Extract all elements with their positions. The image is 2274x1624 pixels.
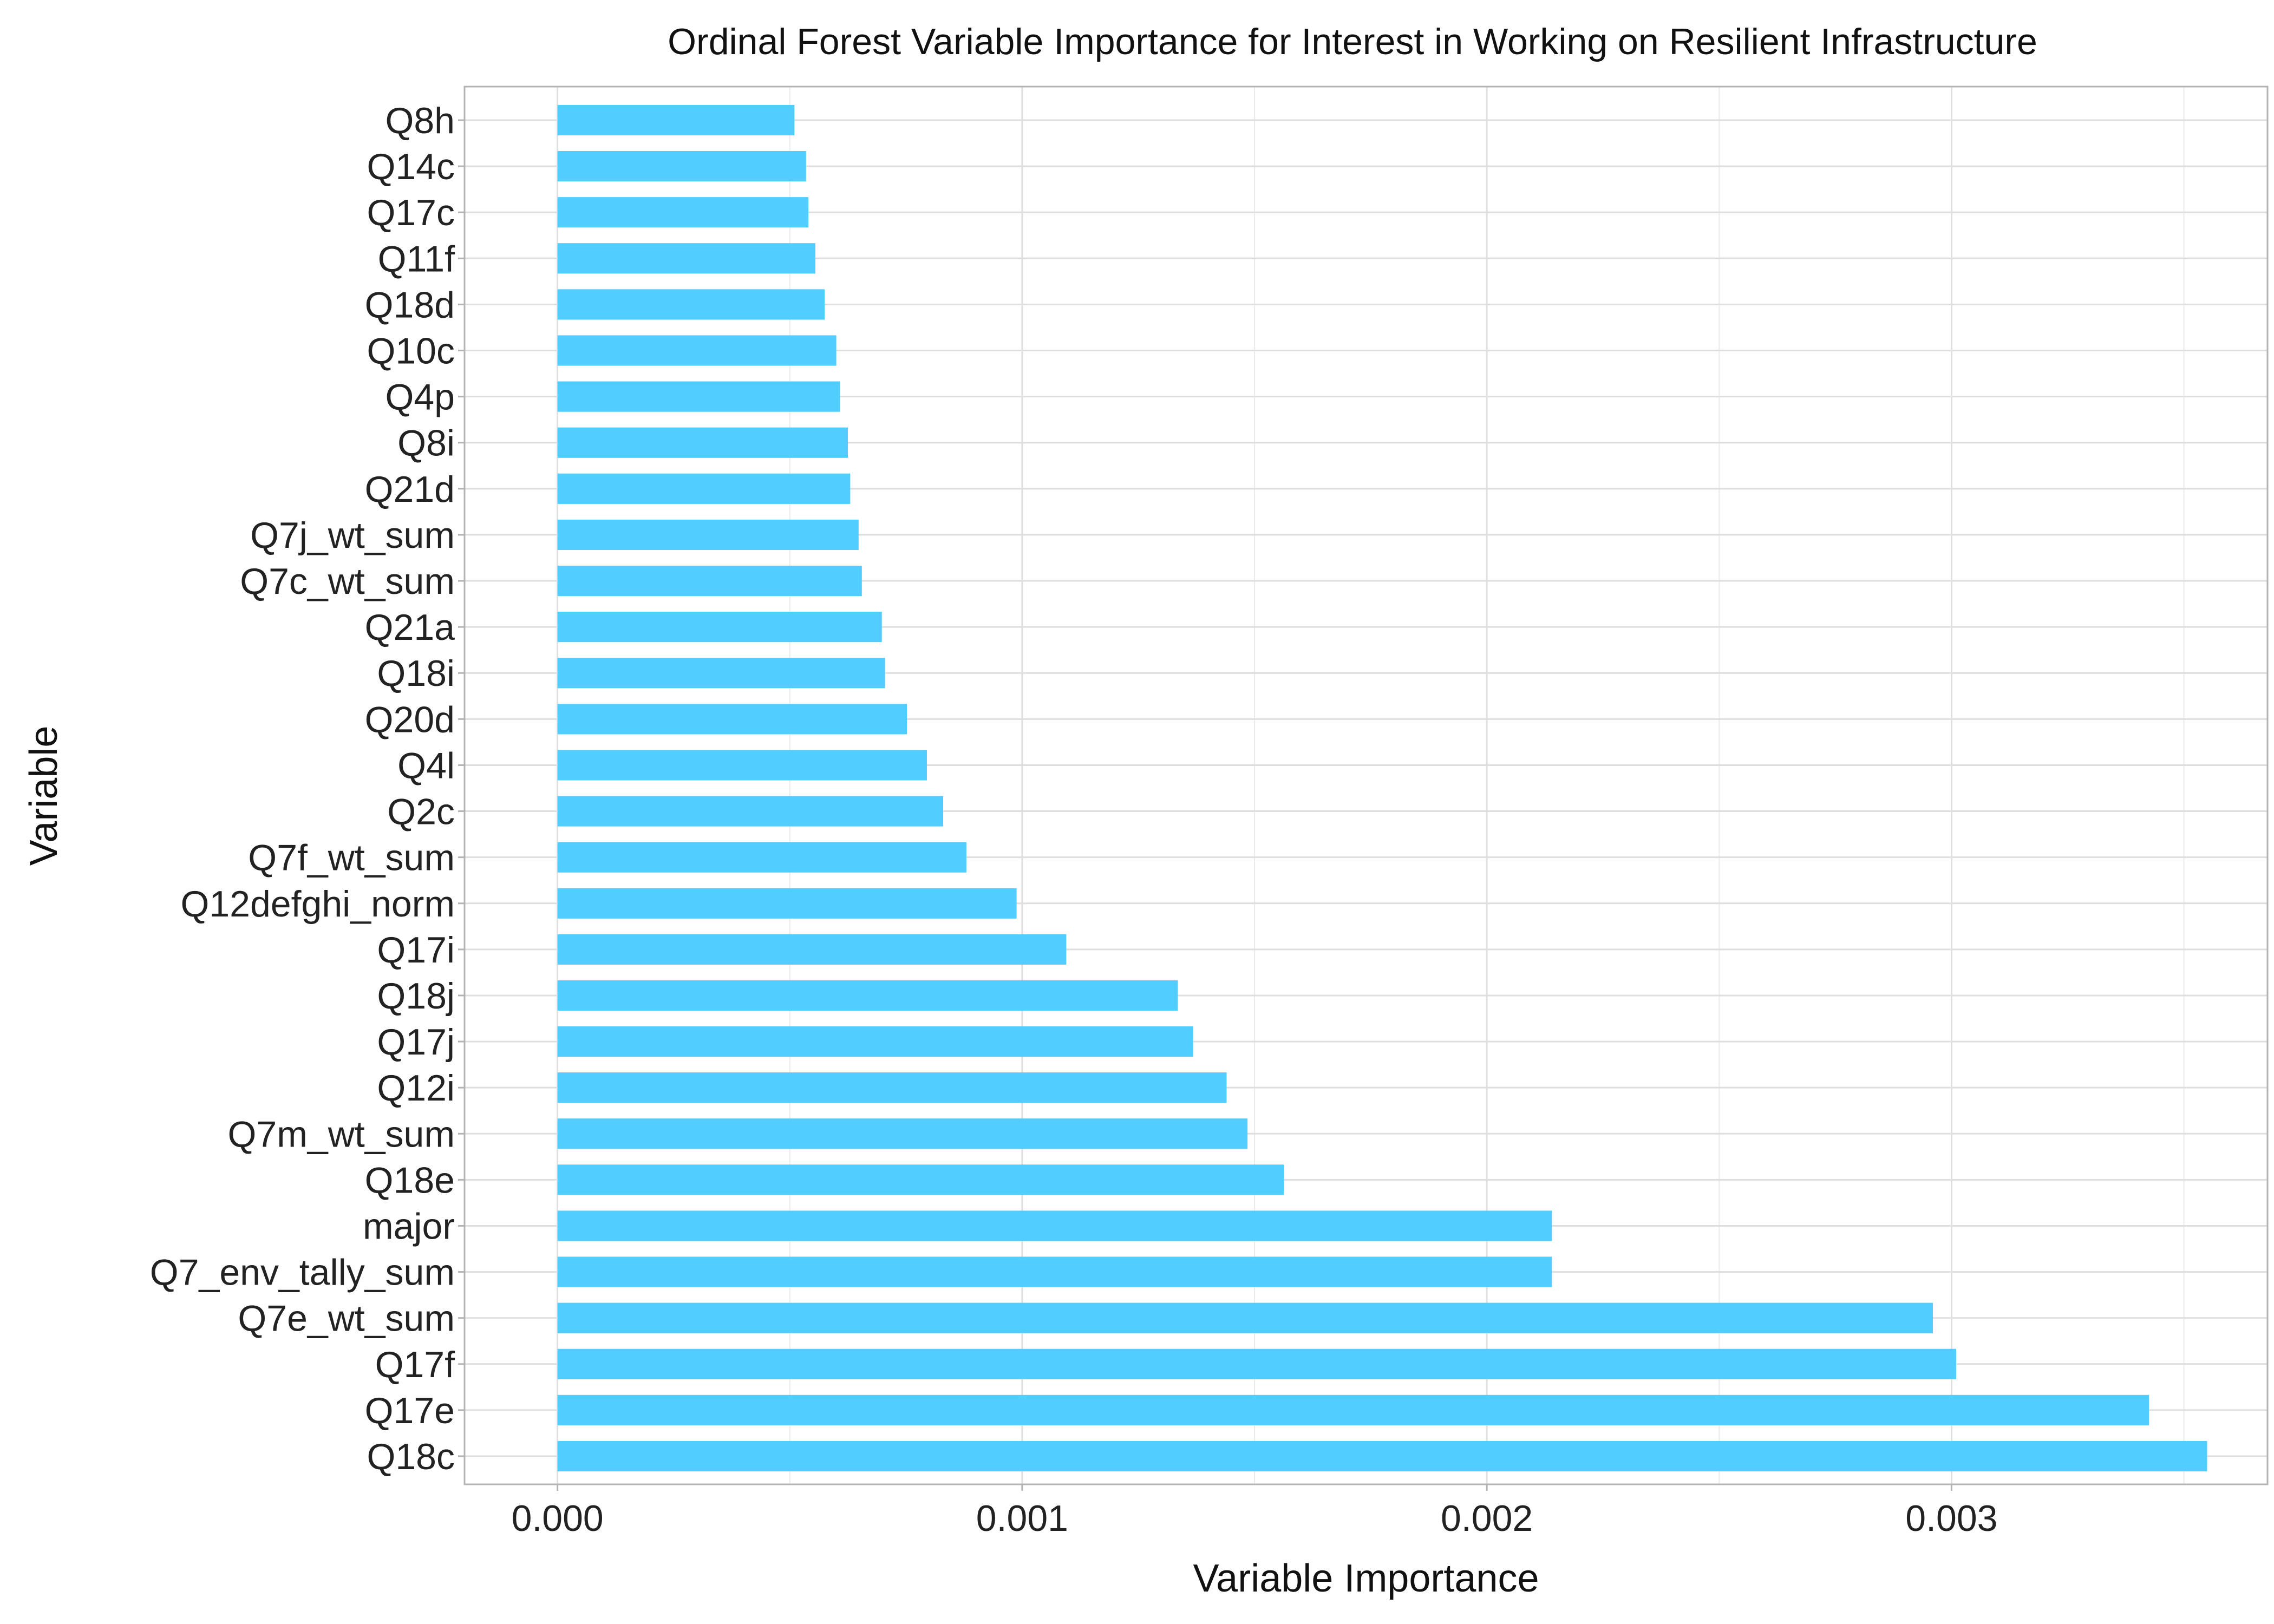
bar-Q8h (557, 104, 795, 136)
bar-Q18i (557, 658, 885, 689)
y-tick-label: major (363, 1206, 455, 1247)
bar-Q17f (557, 1348, 1956, 1379)
bar-Q10c (557, 335, 837, 366)
y-tick-label: Q7f_wt_sum (248, 837, 455, 879)
bar-Q7e_wt_sum (557, 1302, 1933, 1333)
y-tick-label: Q17j (377, 1021, 455, 1063)
y-tick-label: Q18j (377, 975, 455, 1017)
x-axis-ticks: 0.000 0.001 0.002 0.003 (512, 1484, 1997, 1539)
y-tick-label: Q4p (385, 377, 455, 418)
plot-area (463, 86, 2269, 1485)
y-tick-label: Q20d (365, 699, 455, 740)
y-tick-label: Q18d (365, 284, 455, 325)
bar-Q8i (557, 427, 848, 458)
y-tick-label: Q12defghi_norm (180, 883, 455, 925)
y-tick-label: Q12i (377, 1068, 455, 1109)
bar-Q7_env_tally_sum (557, 1256, 1552, 1287)
y-tick-label: Q18e (365, 1160, 455, 1201)
y-tick-label: Q18i (377, 653, 455, 694)
y-tick-label: Q7j_wt_sum (250, 515, 455, 556)
x-tick-label: 0.002 (1441, 1498, 1533, 1539)
bar-Q17c (557, 197, 809, 228)
y-axis-title: Variable (22, 726, 66, 866)
bar-Q18d (557, 289, 825, 320)
bar-Q4l (557, 750, 927, 781)
y-tick-label: Q7c_wt_sum (240, 561, 455, 602)
bar-major (557, 1210, 1552, 1241)
y-tick-label: Q8i (397, 423, 455, 464)
bar-Q20d (557, 704, 907, 735)
y-tick-label: Q7m_wt_sum (228, 1114, 455, 1155)
chart-title: Ordinal Forest Variable Importance for I… (668, 21, 2037, 62)
y-tick-label: Q10c (367, 331, 455, 372)
y-tick-label: Q21a (365, 607, 455, 648)
x-tick-label: 0.001 (976, 1498, 1068, 1539)
panel-border (463, 86, 2269, 1485)
bar-Q7j_wt_sum (557, 519, 859, 551)
bar-Q11f (557, 243, 815, 274)
y-tick-label: Q7_env_tally_sum (150, 1252, 455, 1293)
bar-Q17j (557, 1026, 1193, 1057)
bars (557, 104, 2207, 1472)
bar-Q17e (557, 1394, 2149, 1425)
bar-Q2c (557, 796, 943, 827)
bar-Q17i (557, 934, 1067, 965)
y-tick-label: Q17e (365, 1390, 455, 1431)
y-tick-label: Q2c (387, 791, 455, 833)
x-tick-label: 0.003 (1905, 1498, 1997, 1539)
bar-Q14c (557, 151, 806, 182)
y-tick-label: Q8h (385, 100, 455, 141)
y-tick-label: Q4l (397, 745, 455, 786)
x-axis-title: Variable Importance (1193, 1557, 1539, 1600)
bar-Q18j (557, 980, 1178, 1011)
y-tick-label: Q11f (378, 238, 455, 279)
y-tick-label: Q14c (367, 146, 455, 187)
y-tick-label: Q7e_wt_sum (238, 1298, 455, 1339)
bar-Q21d (557, 473, 851, 504)
bar-Q12i (557, 1072, 1227, 1103)
y-axis-ticks: Q8h Q14c Q17c Q11f Q18d Q10c Q4p Q8i Q21d Q7j_wt_… (150, 100, 465, 1477)
bar-Q7c_wt_sum (557, 565, 862, 597)
y-tick-label: Q17c (367, 192, 455, 233)
bar-Q7m_wt_sum (557, 1118, 1248, 1149)
x-tick-label: 0.000 (512, 1498, 604, 1539)
bar-Q21a (557, 612, 882, 643)
bar-Q4p (557, 381, 840, 412)
y-tick-label: Q18c (367, 1436, 455, 1477)
bar-Q7f_wt_sum (557, 842, 966, 873)
bar-Q18e (557, 1164, 1284, 1195)
y-tick-label: Q17i (377, 929, 455, 971)
bar-Q18c (557, 1440, 2207, 1472)
y-tick-label: Q21d (365, 469, 455, 510)
y-tick-label: Q17f (375, 1344, 455, 1385)
bar-Q12defghi_norm (557, 888, 1017, 919)
